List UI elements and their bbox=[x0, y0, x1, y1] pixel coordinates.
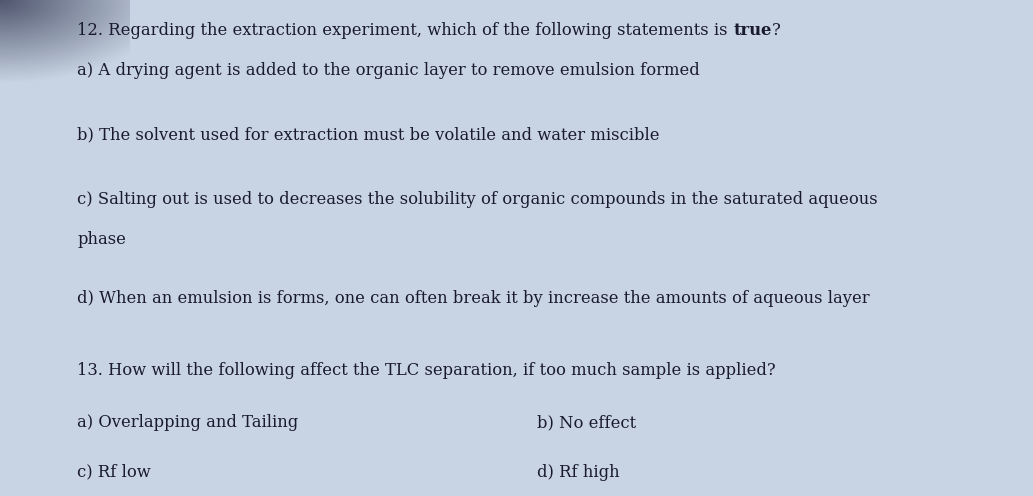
Text: true: true bbox=[733, 22, 772, 39]
Text: b) No effect: b) No effect bbox=[537, 414, 636, 431]
Text: ?: ? bbox=[772, 22, 780, 39]
Text: 13. How will the following affect the TLC separation, if too much sample is appl: 13. How will the following affect the TL… bbox=[77, 362, 776, 379]
Text: a) Overlapping and Tailing: a) Overlapping and Tailing bbox=[77, 414, 299, 431]
Text: 12. Regarding the extraction experiment, which of the following statements is: 12. Regarding the extraction experiment,… bbox=[77, 22, 733, 39]
Text: d) When an emulsion is forms, one can often break it by increase the amounts of : d) When an emulsion is forms, one can of… bbox=[77, 290, 870, 307]
Text: c) Rf low: c) Rf low bbox=[77, 464, 151, 481]
Text: phase: phase bbox=[77, 231, 126, 248]
Text: d) Rf high: d) Rf high bbox=[537, 464, 620, 481]
Text: a) A drying agent is added to the organic layer to remove emulsion formed: a) A drying agent is added to the organi… bbox=[77, 62, 700, 79]
Text: c) Salting out is used to decreases the solubility of organic compounds in the s: c) Salting out is used to decreases the … bbox=[77, 191, 878, 208]
Text: b) The solvent used for extraction must be volatile and water miscible: b) The solvent used for extraction must … bbox=[77, 126, 660, 143]
